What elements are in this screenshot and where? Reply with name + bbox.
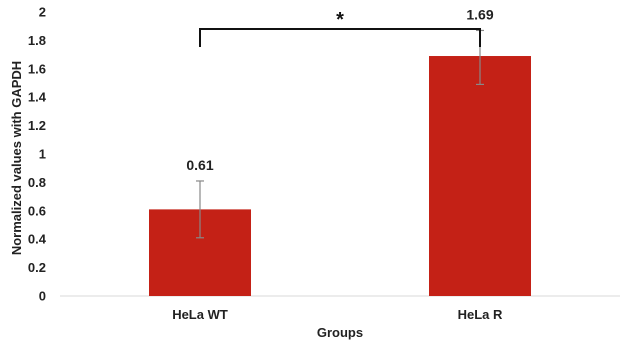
- y-tick-label: 2: [39, 5, 46, 20]
- y-tick-label: 0.2: [28, 260, 46, 275]
- category-label: HeLa WT: [172, 307, 228, 322]
- y-tick-label: 0.4: [28, 232, 47, 247]
- x-axis-title: Groups: [317, 325, 363, 340]
- y-axis-ticks: 0 0.2 0.4 0.6 0.8 1 1.2 1.4 1.6 1.8 2: [28, 5, 47, 304]
- bar: [429, 56, 531, 296]
- y-tick-label: 0.8: [28, 175, 46, 190]
- significance-label: *: [336, 9, 344, 31]
- y-tick-label: 0.6: [28, 203, 46, 218]
- category-label: HeLa R: [458, 307, 503, 322]
- significance-bracket: *: [199, 9, 481, 47]
- significance-bracket-line: [199, 28, 481, 47]
- y-axis-title: Normalized values with GAPDH: [9, 61, 24, 255]
- data-labels: 0.61 1.69: [186, 6, 493, 173]
- data-label: 0.61: [186, 157, 213, 173]
- category-labels: HeLa WT HeLa R: [172, 307, 503, 322]
- y-tick-label: 0: [39, 289, 46, 304]
- bars: [149, 56, 531, 296]
- y-tick-label: 1.8: [28, 33, 46, 48]
- y-tick-label: 1.4: [28, 90, 47, 105]
- data-label: 1.69: [466, 6, 493, 22]
- y-tick-label: 1.6: [28, 61, 46, 76]
- y-tick-label: 1: [39, 147, 46, 162]
- y-tick-label: 1.2: [28, 118, 46, 133]
